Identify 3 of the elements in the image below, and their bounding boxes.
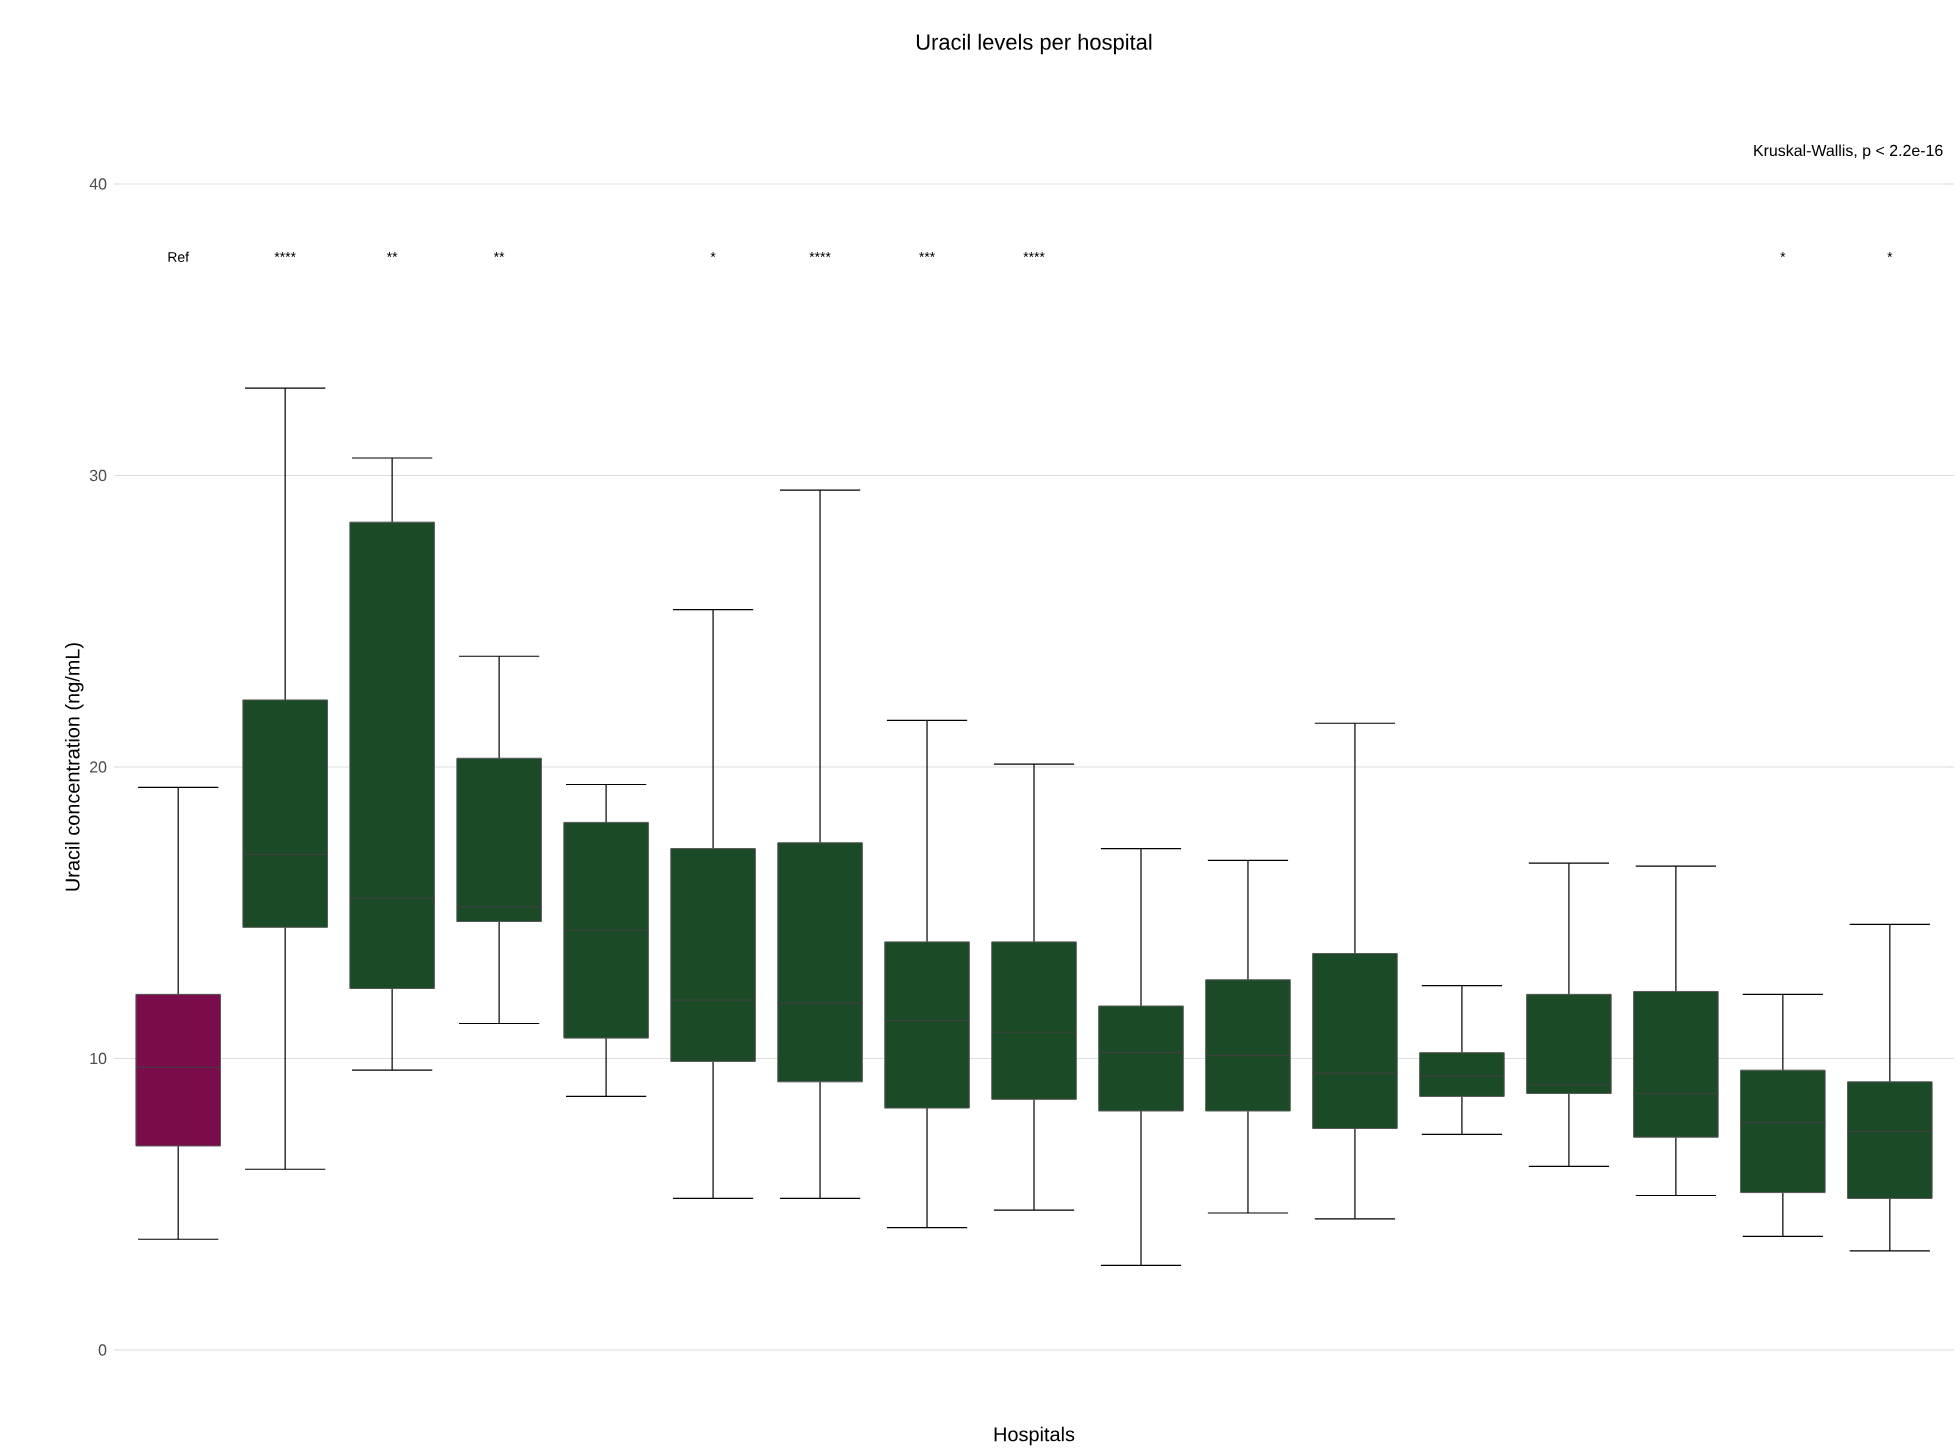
chart-title: Uracil levels per hospital	[916, 33, 1152, 55]
y-axis-title: Uracil concentration (ng/mL)	[64, 643, 84, 891]
x-axis-title: Hospitals	[994, 1426, 1075, 1446]
